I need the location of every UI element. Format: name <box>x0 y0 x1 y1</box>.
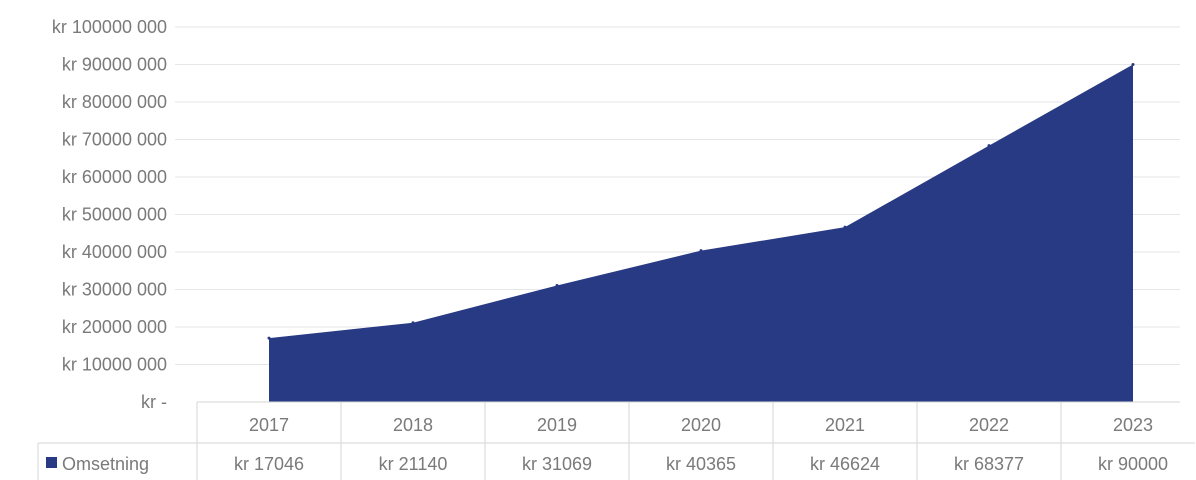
x-category-label: 2023 <box>1113 415 1153 435</box>
y-tick-label: kr 80000 000 <box>62 92 167 112</box>
y-axis: kr - kr 10000 000 kr 20000 000 kr 30000 000… <box>52 17 167 412</box>
data-point-2017 <box>267 336 271 340</box>
data-point-2021 <box>843 225 847 229</box>
data-point-2020 <box>699 249 703 253</box>
y-tick-label: kr 40000 000 <box>62 242 167 262</box>
y-tick-label: kr - <box>141 392 167 412</box>
y-tick-label: kr 70000 000 <box>62 130 167 150</box>
data-table-lines <box>37 401 1195 480</box>
data-table-row: Omsetning kr 17046 kr 21140 kr 31069 kr 403… <box>46 454 1168 474</box>
data-table-value: kr 68377 <box>954 454 1024 474</box>
x-category-label: 2022 <box>969 415 1009 435</box>
series-area-omsetning <box>269 64 1133 402</box>
data-point-2019 <box>555 283 559 287</box>
legend-label: Omsetning <box>62 454 149 474</box>
y-tick-label: kr 10000 000 <box>62 355 167 375</box>
gridlines <box>175 26 1180 365</box>
plot-area <box>267 63 1135 402</box>
data-table-categories: 2017 2018 2019 2020 2021 2022 2023 <box>249 415 1153 435</box>
y-tick-label: kr 20000 000 <box>62 317 167 337</box>
data-point-2023 <box>1131 63 1135 66</box>
y-tick-label: kr 50000 000 <box>62 205 167 225</box>
x-category-label: 2017 <box>249 415 289 435</box>
data-table-value: kr 46624 <box>810 454 880 474</box>
y-tick-label: kr 100000 000 <box>52 17 167 37</box>
x-category-label: 2018 <box>393 415 433 435</box>
x-category-label: 2021 <box>825 415 865 435</box>
y-tick-label: kr 30000 000 <box>62 280 167 300</box>
data-table-value: kr 21140 <box>379 454 448 474</box>
y-tick-label: kr 90000 000 <box>62 55 167 75</box>
data-table: 2017 2018 2019 2020 2021 2022 2023 Omsetning k… <box>37 401 1195 480</box>
legend-swatch <box>46 457 57 468</box>
y-tick-label: kr 60000 000 <box>62 167 167 187</box>
data-point-2018 <box>411 321 415 325</box>
data-table-value: kr 31069 <box>522 454 592 474</box>
x-category-label: 2020 <box>681 415 721 435</box>
x-category-label: 2019 <box>537 415 577 435</box>
data-table-value: kr 90000 <box>1098 454 1168 474</box>
data-point-2022 <box>987 144 991 148</box>
data-table-value: kr 40365 <box>666 454 736 474</box>
data-table-value: kr 17046 <box>234 454 304 474</box>
